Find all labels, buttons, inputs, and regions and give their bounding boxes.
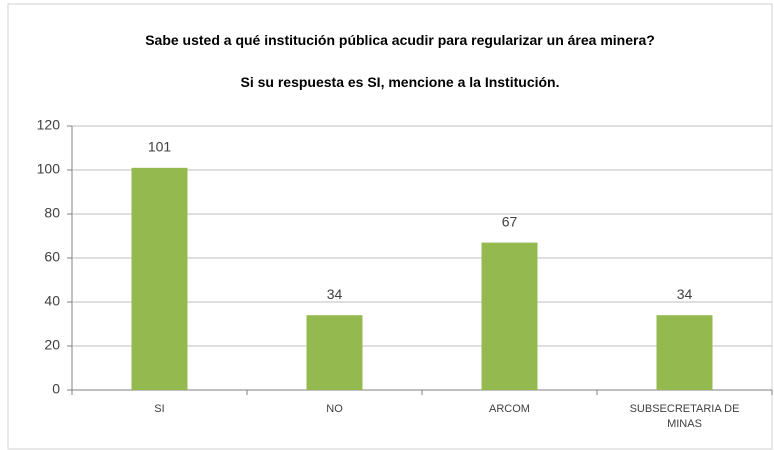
bar bbox=[306, 315, 363, 390]
y-tick-label: 120 bbox=[37, 117, 61, 133]
data-label: 67 bbox=[502, 213, 518, 229]
y-tick-label: 0 bbox=[52, 381, 60, 397]
y-tick-label: 80 bbox=[44, 205, 60, 221]
chart-frame bbox=[7, 3, 773, 450]
y-tick-label: 100 bbox=[37, 161, 61, 177]
x-tick-label: SUBSECRETARIA DE MINAS bbox=[629, 403, 740, 430]
y-tick-label: 60 bbox=[44, 249, 60, 265]
y-tick-label: 20 bbox=[44, 337, 60, 353]
chart-subtitle: Si su respuesta es SI, mencione a la Ins… bbox=[240, 74, 560, 90]
x-tick-label: ARCOM bbox=[489, 403, 530, 415]
bar bbox=[131, 167, 188, 390]
data-label: 34 bbox=[677, 286, 693, 302]
data-label: 34 bbox=[327, 286, 343, 302]
chart-title: Sabe usted a qué institución pública acu… bbox=[145, 32, 655, 48]
y-tick-label: 40 bbox=[44, 293, 60, 309]
data-label: 101 bbox=[148, 139, 172, 155]
x-tick-label: SI bbox=[154, 403, 165, 415]
x-tick-label: NO bbox=[326, 403, 343, 415]
bar bbox=[656, 315, 713, 390]
bar bbox=[481, 242, 538, 390]
